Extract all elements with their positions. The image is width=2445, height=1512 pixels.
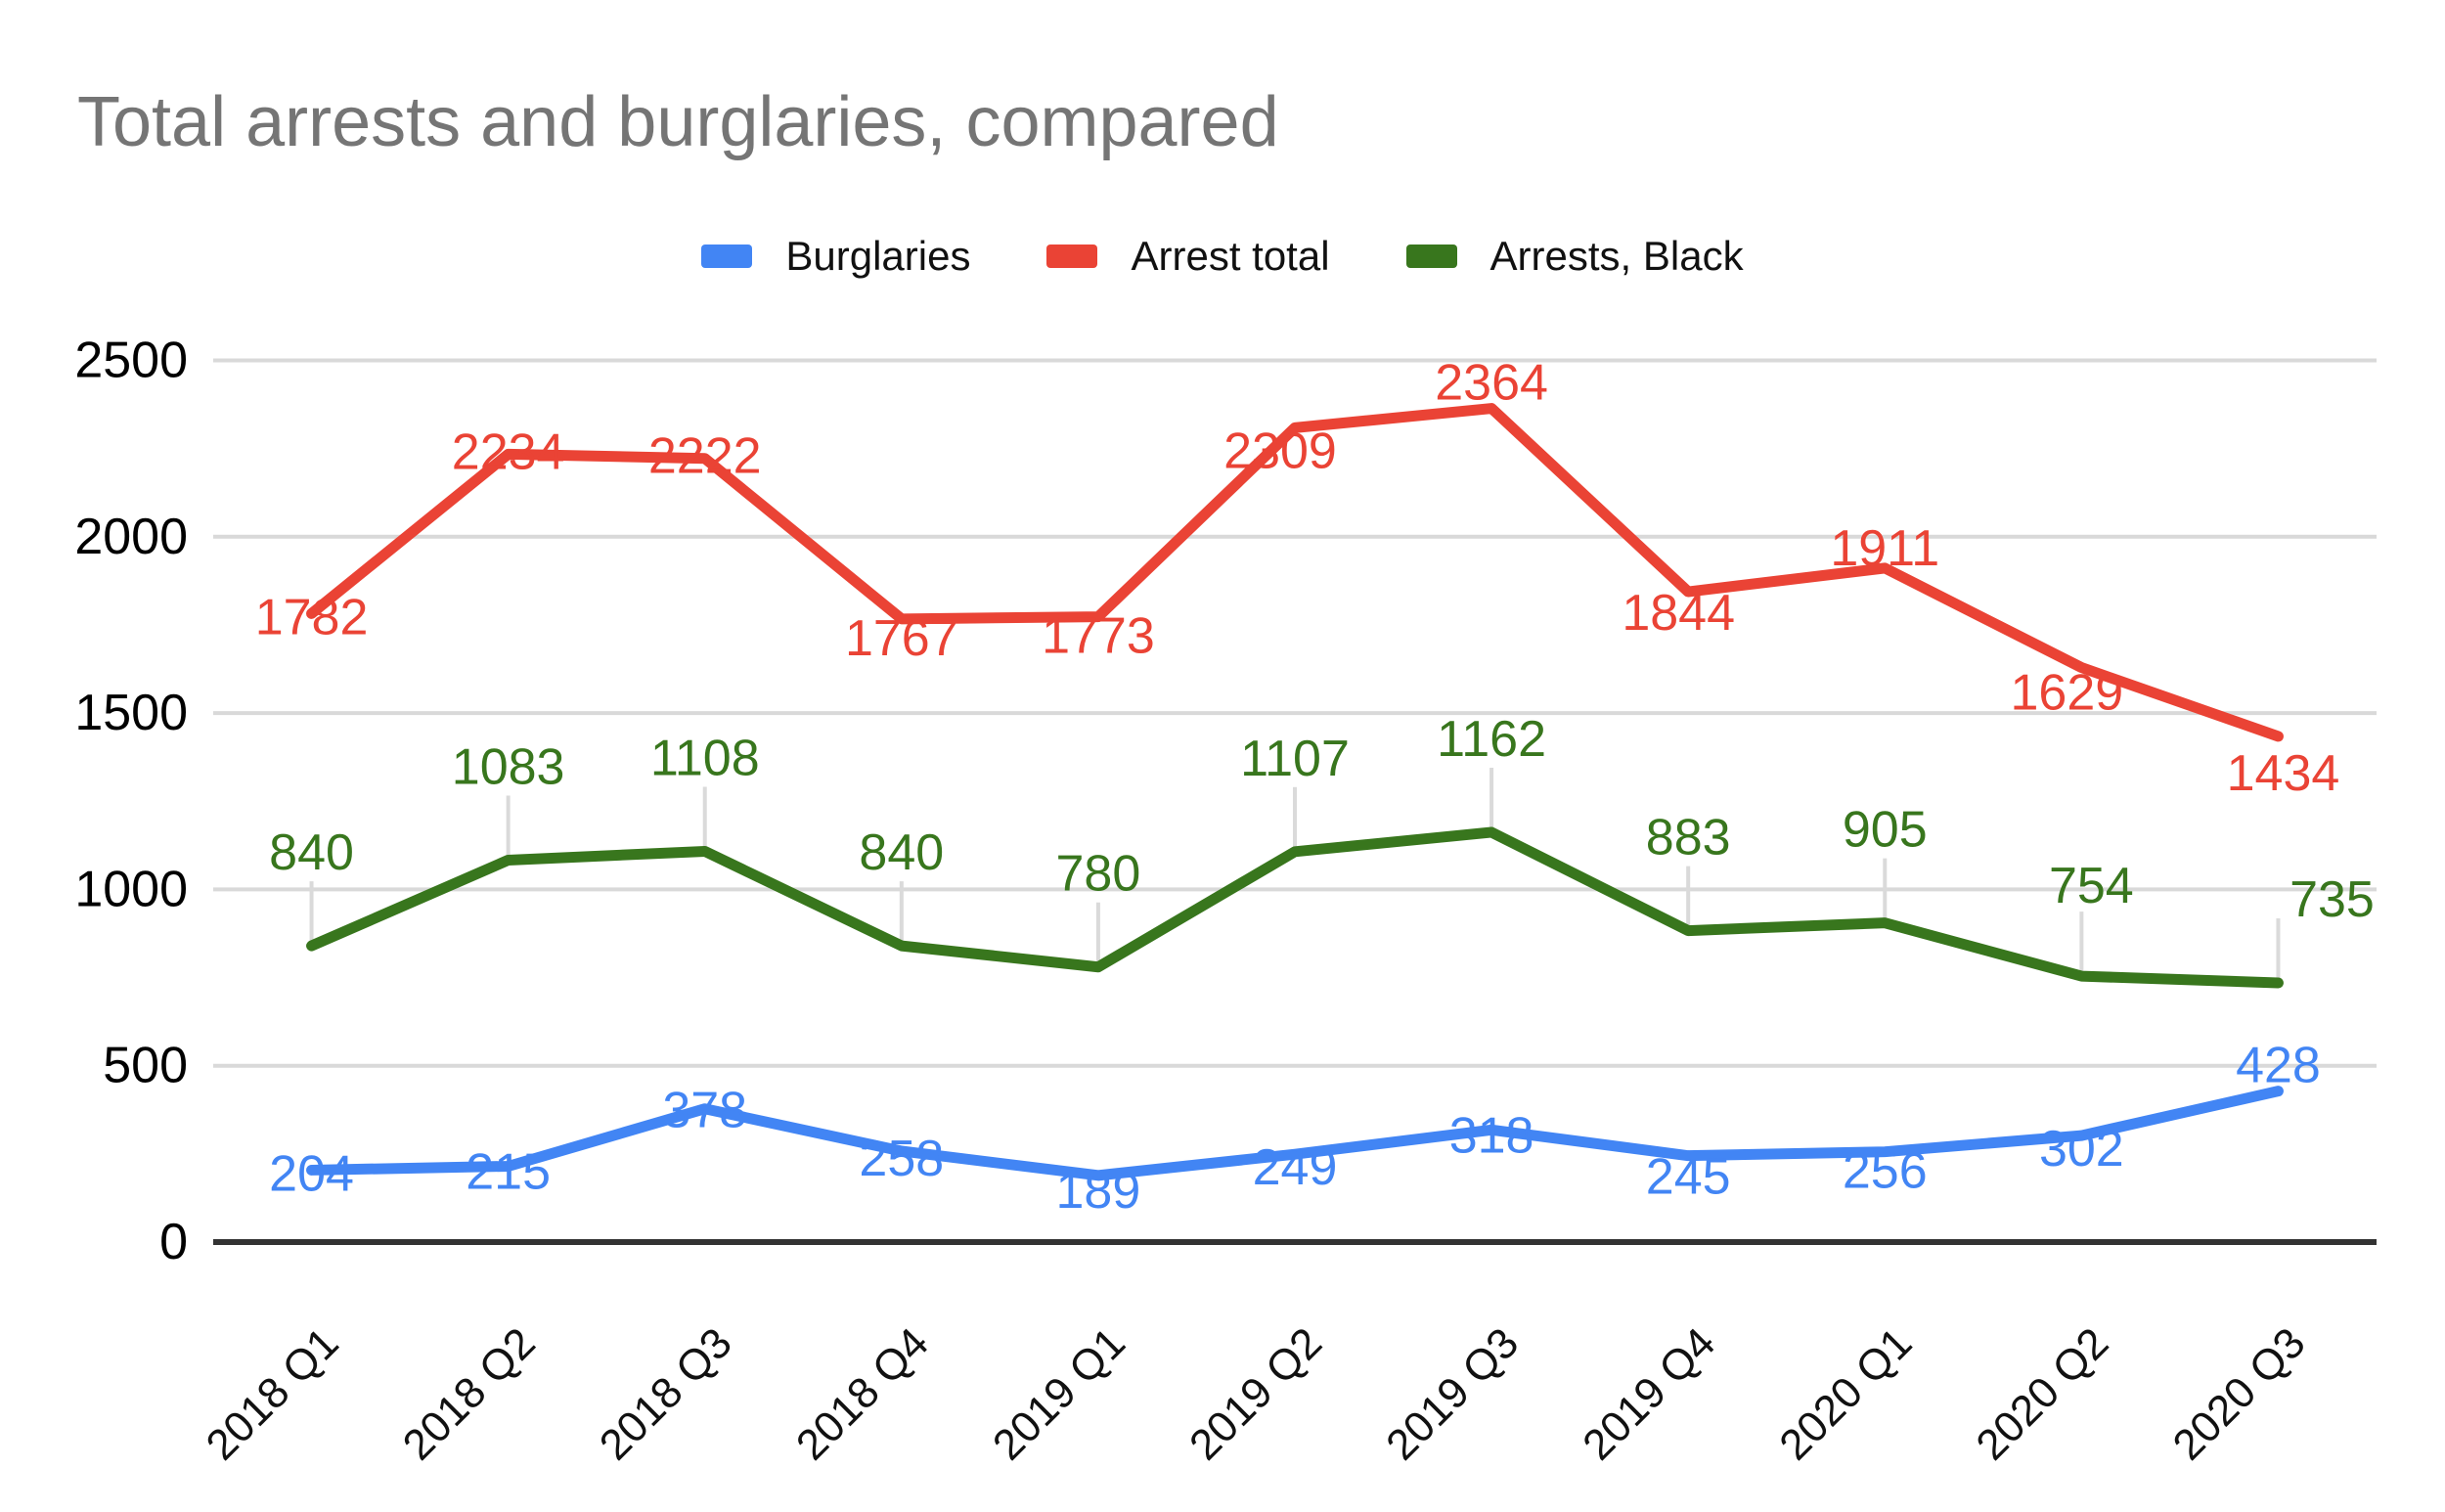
x-axis-category-label: 2020 Q1: [1770, 1318, 1921, 1469]
data-label: 1782: [255, 589, 369, 645]
legend-item-1: Arrest total: [1046, 233, 1330, 280]
data-label: 1434: [2227, 745, 2340, 802]
legend-swatch-icon: [1046, 245, 1098, 268]
legend-swatch-icon: [701, 245, 753, 268]
x-axis-category-label: 2019 Q2: [1180, 1318, 1331, 1469]
data-label: 840: [859, 824, 944, 881]
x-axis-category-label: 2019 Q1: [984, 1318, 1134, 1469]
y-axis-tick-label: 1000: [74, 861, 188, 917]
chart-title: Total arrests and burglaries, compared: [77, 83, 1279, 161]
data-label: 840: [269, 824, 354, 881]
x-axis-category-label: 2018 Q3: [591, 1318, 741, 1469]
data-label: 249: [1253, 1139, 1338, 1196]
x-axis-category-label: 2018 Q2: [394, 1318, 545, 1469]
data-label: 256: [1843, 1143, 1928, 1200]
y-axis-tick-label: 500: [103, 1038, 188, 1094]
data-label: 189: [1056, 1163, 1141, 1220]
data-label: 1844: [1622, 585, 1735, 642]
data-label: 318: [1449, 1107, 1534, 1164]
data-label: 428: [2236, 1038, 2321, 1094]
data-label: 204: [269, 1145, 354, 1202]
data-label: 1108: [650, 730, 760, 786]
data-label: 215: [466, 1143, 551, 1200]
series-line-burglaries: [306, 1086, 2284, 1181]
x-axis-category-label: 2019 Q4: [1574, 1318, 1724, 1469]
data-label: 905: [1843, 802, 1928, 859]
data-label: 754: [2049, 858, 2134, 914]
legend-swatch-icon: [1405, 245, 1457, 268]
data-label: 1767: [845, 610, 958, 667]
y-axis-tick-label: 2000: [74, 509, 188, 565]
data-label: 1083: [452, 738, 565, 795]
data-label: 258: [859, 1131, 944, 1187]
x-axis-category-label: 2019 Q3: [1377, 1318, 1528, 1469]
series-line-arrests-black: [306, 826, 2284, 989]
legend: Burglaries Arrest total Arrests, Black: [0, 233, 2445, 280]
series-line-arrest-total: [306, 403, 2284, 742]
data-label: 2309: [1223, 422, 1337, 479]
data-label: 1911: [1830, 520, 1939, 577]
data-label: 1162: [1437, 711, 1546, 768]
legend-item-0: Burglaries: [701, 233, 970, 280]
legend-item-2: Arrests, Black: [1405, 233, 1744, 280]
legend-label: Arrests, Black: [1489, 233, 1744, 279]
data-label: 2234: [452, 423, 565, 480]
legend-label: Burglaries: [785, 233, 971, 279]
data-label: 1773: [1042, 608, 1155, 665]
data-label: 2222: [648, 428, 762, 485]
x-axis-category-label: 2018 Q1: [198, 1318, 348, 1469]
x-axis-category-label: 2020 Q2: [1967, 1318, 2117, 1469]
data-label: 735: [2289, 871, 2375, 928]
data-label: 1629: [2011, 665, 2124, 722]
data-label: 883: [1646, 810, 1731, 867]
data-label: 302: [2039, 1121, 2124, 1178]
data-label: 780: [1056, 846, 1141, 903]
y-axis-tick-label: 1500: [74, 685, 188, 741]
data-label: 378: [662, 1083, 747, 1139]
y-axis-tick-label: 2500: [74, 333, 188, 389]
y-axis-tick-label: 0: [159, 1214, 188, 1270]
data-label: 245: [1646, 1149, 1731, 1206]
x-axis-category-label: 2018 Q4: [787, 1318, 938, 1469]
legend-label: Arrest total: [1131, 233, 1330, 279]
data-label: 2364: [1435, 355, 1548, 412]
x-axis-category-label: 2020 Q3: [2164, 1318, 2315, 1469]
data-label: 1107: [1240, 731, 1350, 787]
